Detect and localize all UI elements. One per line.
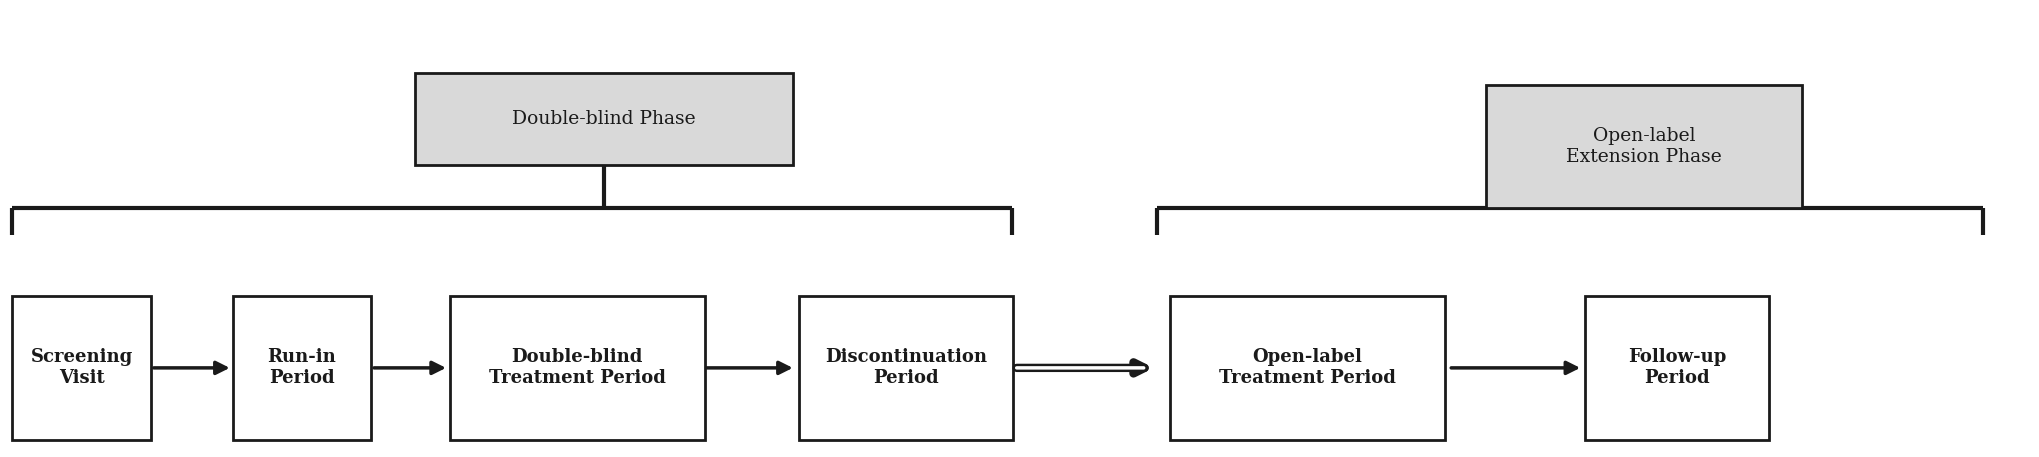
FancyBboxPatch shape	[232, 296, 371, 440]
Text: Follow-up
Period: Follow-up Period	[1627, 349, 1725, 387]
Text: Run-in
Period: Run-in Period	[267, 349, 336, 387]
FancyBboxPatch shape	[1484, 85, 1802, 208]
FancyBboxPatch shape	[799, 296, 1013, 440]
Text: Open-label
Extension Phase: Open-label Extension Phase	[1566, 127, 1721, 165]
Text: Double-blind
Treatment Period: Double-blind Treatment Period	[489, 349, 665, 387]
FancyBboxPatch shape	[449, 296, 705, 440]
Text: Screening
Visit: Screening Visit	[31, 349, 133, 387]
FancyBboxPatch shape	[1584, 296, 1768, 440]
Text: Double-blind Phase: Double-blind Phase	[512, 110, 695, 128]
Text: Discontinuation
Period: Discontinuation Period	[824, 349, 987, 387]
FancyBboxPatch shape	[12, 296, 151, 440]
FancyBboxPatch shape	[416, 73, 791, 165]
FancyBboxPatch shape	[1170, 296, 1446, 440]
Text: Open-label
Treatment Period: Open-label Treatment Period	[1219, 349, 1395, 387]
